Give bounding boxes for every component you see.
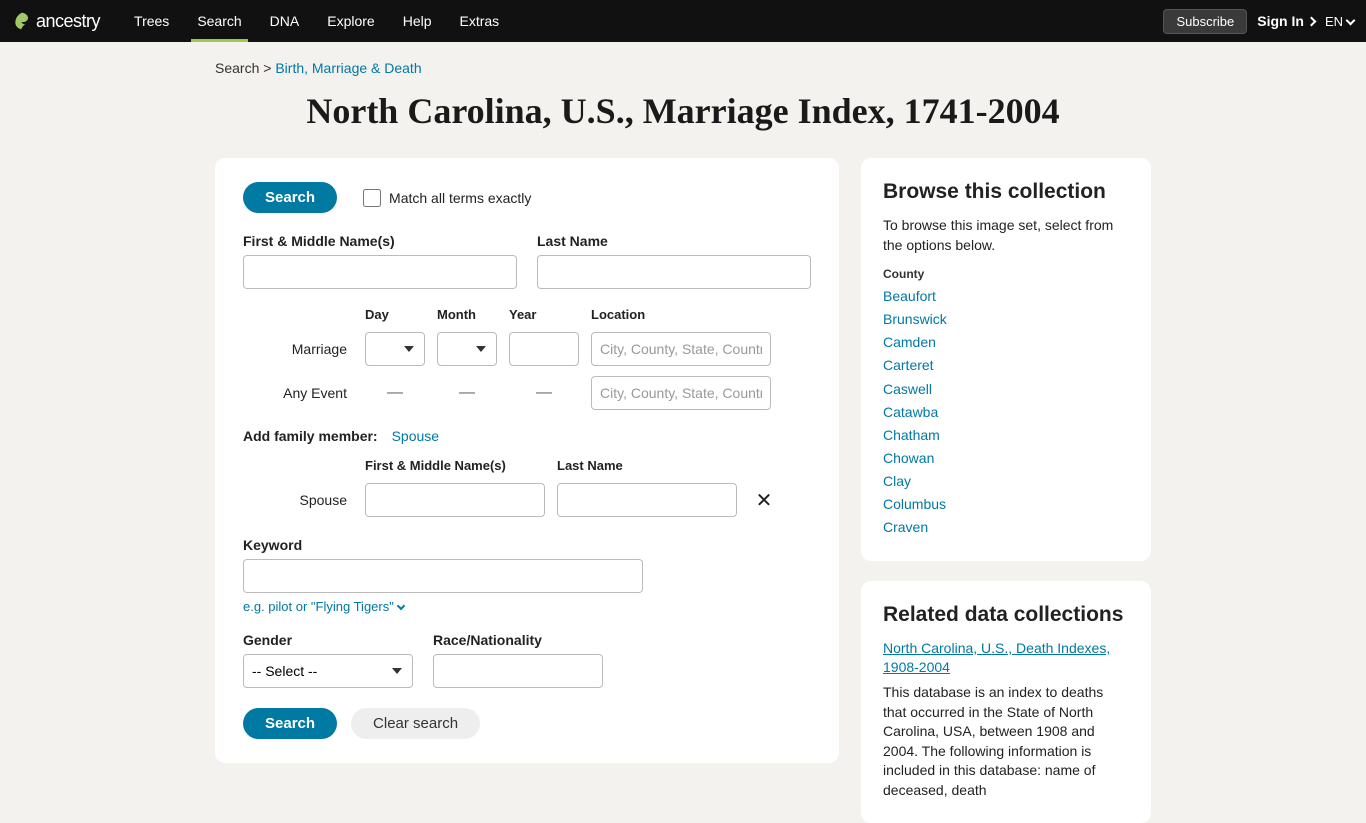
marriage-year-input[interactable] <box>509 332 579 366</box>
gender-select[interactable]: -- Select -- <box>243 654 413 688</box>
page-title: North Carolina, U.S., Marriage Index, 17… <box>215 90 1151 132</box>
year-header: Year <box>509 307 579 322</box>
marriage-month-select[interactable] <box>437 332 497 366</box>
breadcrumb: Search > Birth, Marriage & Death <box>215 60 1151 76</box>
signin-link[interactable]: Sign In <box>1257 13 1315 29</box>
anyevent-location-input[interactable] <box>591 376 771 410</box>
language-label: EN <box>1325 14 1343 29</box>
anyevent-month-dash: — <box>437 384 497 402</box>
chevron-down-icon <box>1346 15 1356 25</box>
brand-text: ancestry <box>36 11 100 32</box>
county-link[interactable]: Carteret <box>883 354 1129 377</box>
breadcrumb-link[interactable]: Birth, Marriage & Death <box>275 60 421 76</box>
language-selector[interactable]: EN <box>1325 14 1354 29</box>
spouse-row-label: Spouse <box>243 492 353 508</box>
first-name-label: First & Middle Name(s) <box>243 233 517 249</box>
nav-right: Subscribe Sign In EN <box>1163 9 1354 34</box>
breadcrumb-root: Search <box>215 60 259 76</box>
signin-label: Sign In <box>1257 13 1304 29</box>
chevron-right-icon <box>1306 16 1316 26</box>
marriage-row-label: Marriage <box>243 341 353 357</box>
browse-card: Browse this collection To browse this im… <box>861 158 1151 561</box>
top-nav: ancestry Trees Search DNA Explore Help E… <box>0 0 1366 42</box>
county-link[interactable]: Camden <box>883 331 1129 354</box>
add-family-label: Add family member: <box>243 428 378 444</box>
location-header: Location <box>591 307 771 322</box>
county-link[interactable]: Chatham <box>883 424 1129 447</box>
related-title: Related data collections <box>883 603 1129 627</box>
county-link[interactable]: Caswell <box>883 378 1129 401</box>
nav-dna[interactable]: DNA <box>256 0 314 42</box>
nav-search[interactable]: Search <box>183 0 255 42</box>
county-link[interactable]: Clay <box>883 470 1129 493</box>
nav-extras[interactable]: Extras <box>446 0 514 42</box>
clear-button[interactable]: Clear search <box>351 708 480 739</box>
marriage-location-input[interactable] <box>591 332 771 366</box>
first-name-input[interactable] <box>243 255 517 289</box>
county-link[interactable]: Beaufort <box>883 285 1129 308</box>
browse-instruction: To browse this image set, select from th… <box>883 216 1129 255</box>
keyword-hint[interactable]: e.g. pilot or "Flying Tigers" <box>243 599 811 614</box>
last-name-input[interactable] <box>537 255 811 289</box>
keyword-hint-text: e.g. pilot or "Flying Tigers" <box>243 599 394 614</box>
marriage-day-select[interactable] <box>365 332 425 366</box>
race-label: Race/Nationality <box>433 632 603 648</box>
spouse-first-input[interactable] <box>365 483 545 517</box>
related-link[interactable]: North Carolina, U.S., Death Indexes, 190… <box>883 639 1129 677</box>
spouse-remove-icon[interactable]: ✕ <box>749 488 779 513</box>
nav-items: Trees Search DNA Explore Help Extras <box>120 0 1163 42</box>
keyword-input[interactable] <box>243 559 643 593</box>
anyevent-row-label: Any Event <box>243 385 353 401</box>
county-list: Beaufort Brunswick Camden Carteret Caswe… <box>883 285 1129 539</box>
month-header: Month <box>437 307 497 322</box>
spouse-add-link[interactable]: Spouse <box>392 428 439 444</box>
nav-help[interactable]: Help <box>389 0 446 42</box>
anyevent-day-dash: — <box>365 384 425 402</box>
anyevent-year-dash: — <box>509 384 579 402</box>
gender-label: Gender <box>243 632 413 648</box>
match-all-label: Match all terms exactly <box>389 190 531 206</box>
last-name-label: Last Name <box>537 233 811 249</box>
county-label: County <box>883 267 1129 281</box>
search-form-card: Search Match all terms exactly First & M… <box>215 158 839 763</box>
leaf-icon <box>12 11 32 31</box>
match-all-input[interactable] <box>363 189 381 207</box>
related-card: Related data collections North Carolina,… <box>861 581 1151 822</box>
spouse-last-header: Last Name <box>557 458 737 473</box>
county-link[interactable]: Catawba <box>883 401 1129 424</box>
subscribe-button[interactable]: Subscribe <box>1163 9 1247 34</box>
spouse-last-input[interactable] <box>557 483 737 517</box>
browse-title: Browse this collection <box>883 180 1129 204</box>
nav-explore[interactable]: Explore <box>313 0 388 42</box>
county-link[interactable]: Columbus <box>883 493 1129 516</box>
keyword-label: Keyword <box>243 537 811 553</box>
search-button-bottom[interactable]: Search <box>243 708 337 739</box>
race-input[interactable] <box>433 654 603 688</box>
match-all-checkbox[interactable]: Match all terms exactly <box>363 189 531 207</box>
search-button-top[interactable]: Search <box>243 182 337 213</box>
logo[interactable]: ancestry <box>12 11 100 32</box>
county-link[interactable]: Craven <box>883 516 1129 539</box>
day-header: Day <box>365 307 425 322</box>
spouse-first-header: First & Middle Name(s) <box>365 458 545 473</box>
chevron-down-icon <box>397 601 405 609</box>
county-link[interactable]: Brunswick <box>883 308 1129 331</box>
nav-trees[interactable]: Trees <box>120 0 183 42</box>
county-link[interactable]: Chowan <box>883 447 1129 470</box>
related-desc: This database is an index to deaths that… <box>883 683 1129 801</box>
